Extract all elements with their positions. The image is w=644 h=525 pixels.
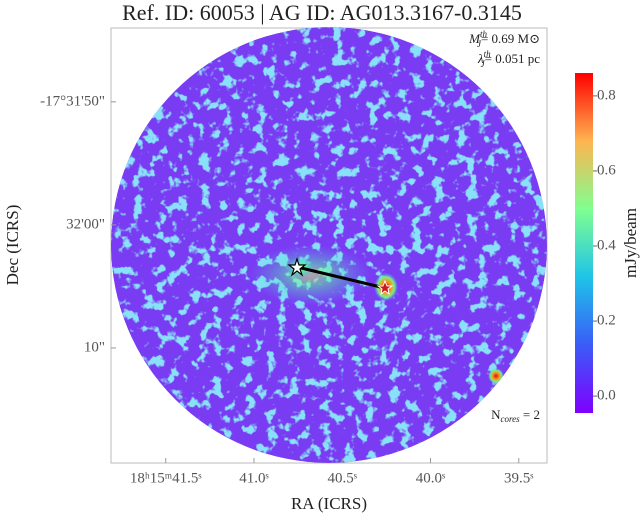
- annotation-symbol: M: [468, 31, 481, 46]
- annotation-text: = 0.051 pc: [485, 51, 541, 66]
- x-tick-label: 18ʰ15ᵐ41.5ˢ: [130, 470, 202, 486]
- x-tick-label: 40.0ˢ: [416, 470, 445, 486]
- colorbar-tick-label: 0.2: [597, 312, 616, 328]
- colorbar: [575, 73, 593, 413]
- annotation-sub: J: [477, 39, 482, 49]
- annotation-text: = 0.69 M⊙: [481, 31, 540, 46]
- colorbar-tick-label: 0.6: [597, 162, 616, 178]
- intensity-map: [111, 27, 547, 463]
- x-axis-label: RA (ICRS): [291, 494, 367, 513]
- y-axis-label: Dec (ICRS): [3, 205, 22, 286]
- annotation-sup: th: [480, 29, 488, 39]
- y-tick-label: -17°31'50": [40, 93, 105, 109]
- annotation-sub: cores: [500, 414, 520, 424]
- annotation-sup: th: [484, 49, 492, 59]
- y-tick-label: 32'00": [66, 216, 105, 232]
- x-tick-label: 40.5ˢ: [328, 470, 357, 486]
- annotation-symbol: N: [491, 407, 501, 422]
- core-link: [296, 265, 386, 290]
- core-marker: [287, 257, 307, 277]
- colorbar-tick-label: 0.4: [597, 237, 616, 253]
- x-tick-label: 41.0ˢ: [239, 470, 268, 486]
- colorbar-tick-label: 0.8: [597, 87, 616, 103]
- colorbar-tick-label: 0.0: [597, 388, 616, 404]
- colorbar-label: mJy/beam: [621, 208, 640, 278]
- annotation: Ncores = 2: [491, 407, 540, 424]
- annotation-text: = 2: [520, 407, 540, 422]
- annotation: λth J= 0.051 pc: [477, 49, 540, 69]
- annotation: Mth J= 0.69 M⊙: [468, 29, 540, 49]
- annotation-sub: J: [481, 59, 486, 69]
- annotation-symbol: λ: [477, 51, 484, 66]
- core-marker: [376, 279, 394, 296]
- x-tick-label: 39.5ˢ: [504, 470, 533, 486]
- y-tick-label: 10": [84, 339, 105, 355]
- chart-title: Ref. ID: 60053 | AG ID: AG013.3167-0.314…: [122, 0, 522, 25]
